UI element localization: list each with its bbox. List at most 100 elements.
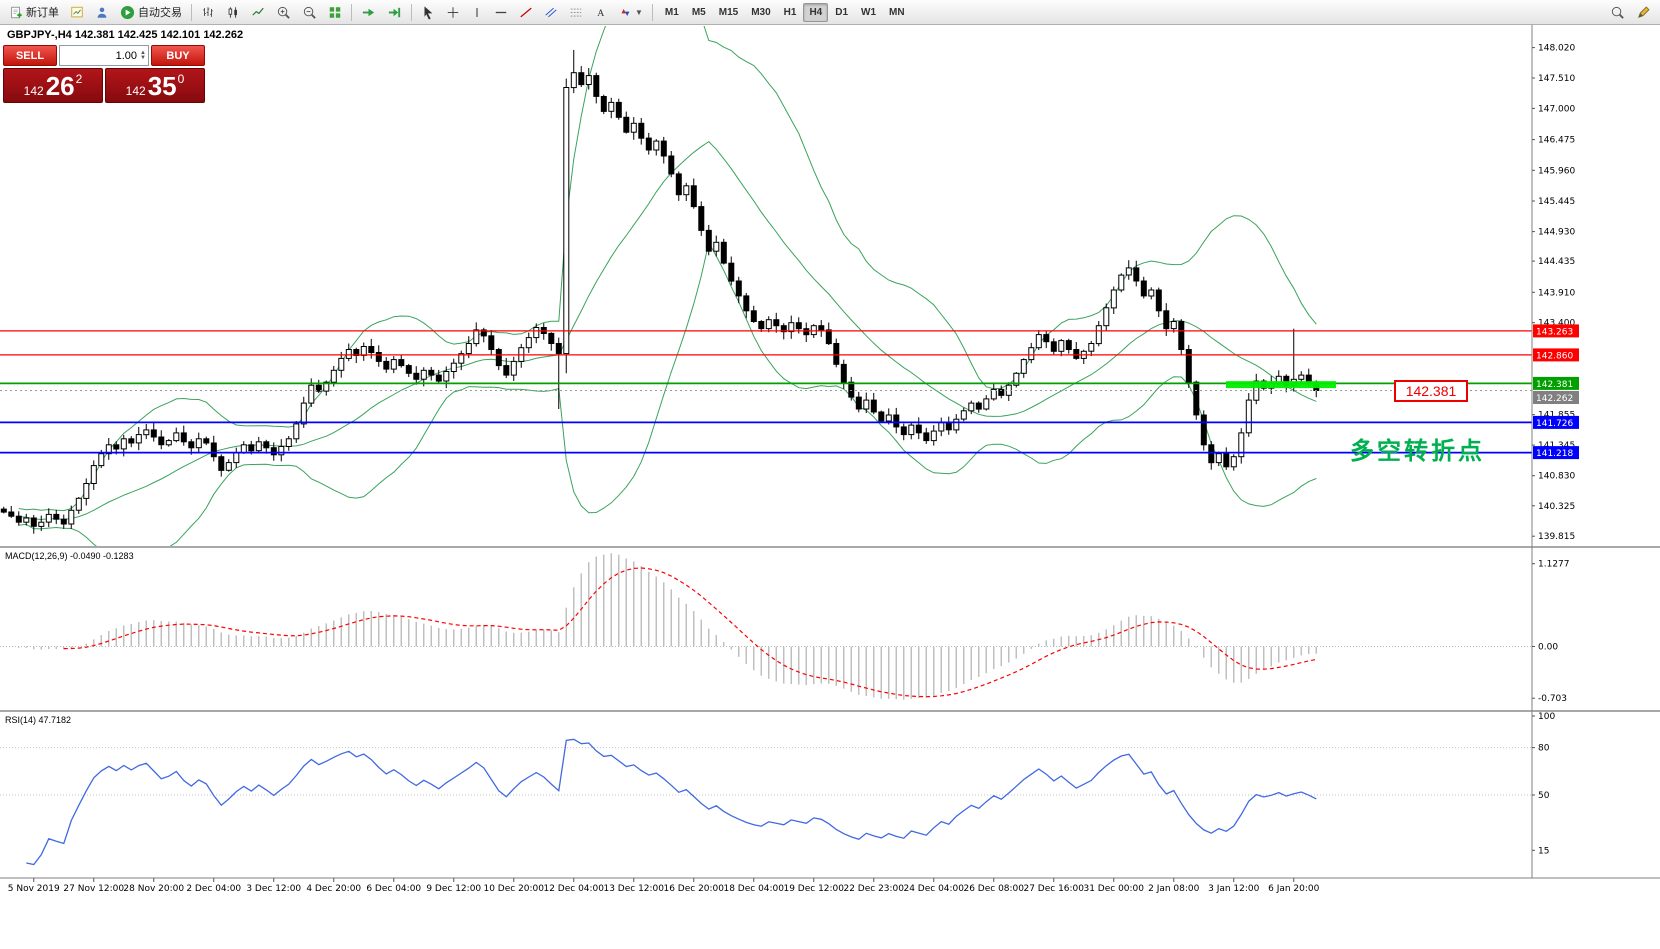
toolbar-separator [411, 3, 412, 21]
sell-price-big: 26 [45, 71, 75, 101]
panel-separator[interactable] [0, 546, 1660, 548]
timeframe-h4-button[interactable]: H4 [803, 2, 829, 22]
tile-windows-icon [329, 6, 341, 18]
price-badge-label: 143.263 [1536, 327, 1573, 337]
sell-price-button[interactable]: 142 26 2 [3, 68, 103, 103]
tile-windows-button[interactable] [323, 2, 347, 23]
buy-button[interactable]: BUY [151, 45, 205, 66]
trendline-tool-button[interactable] [514, 2, 538, 23]
timeframe-m30-button[interactable]: M30 [751, 6, 771, 18]
rsi-panel [0, 738, 1532, 866]
price-callout-text-object[interactable]: 142.381 [1394, 380, 1468, 402]
chart-shift-icon [388, 7, 401, 17]
sell-button[interactable]: SELL [3, 45, 57, 66]
time-axis-label: 5 Nov 2019 [8, 884, 60, 894]
timeframe-m15-button[interactable]: M15 [718, 6, 739, 18]
price-badge [1533, 415, 1579, 429]
bollinger-upper-band [18, 26, 1317, 512]
time-axis-label: 27 Nov 12:00 [63, 884, 124, 894]
price-badge-label: 142.381 [1536, 380, 1573, 390]
candlestick-mode-button[interactable] [221, 2, 245, 23]
fibonacci-tool-button[interactable] [564, 2, 588, 23]
volume-stepper: ▲ ▼ [140, 49, 146, 61]
price-badge [1533, 348, 1579, 362]
zoom-out-icon [303, 6, 316, 19]
time-axis-label: 19 Dec 12:00 [783, 884, 844, 894]
zoom-out-button[interactable] [297, 2, 322, 23]
volume-down-button[interactable]: ▼ [140, 54, 146, 61]
equidistant-channel-icon [545, 7, 557, 17]
rsi-axis-label: 50 [1538, 791, 1550, 801]
time-axis-label: 22 Dec 23:00 [843, 884, 904, 894]
buy-price-small: 142 [125, 84, 146, 98]
autotrading-button[interactable]: 自动交易 [115, 2, 187, 23]
timeframe-h1-button[interactable]: H1 [783, 6, 797, 18]
volume-value: 1.00 [115, 49, 138, 62]
arrows-tool-button[interactable]: ▼ [613, 2, 648, 23]
timeframe-group: M1 M5 M15 M30 H1 H4 D1 W1 MN [659, 2, 911, 22]
buy-price-button[interactable]: 142 35 0 [105, 68, 205, 103]
one-click-trading-panel: SELL 1.00 ▲ ▼ BUY 142 26 2 142 35 0 [3, 45, 205, 103]
profiles-button[interactable] [90, 2, 114, 23]
arrows-icon [621, 8, 630, 16]
toolbar-separator [351, 3, 352, 21]
volume-input[interactable]: 1.00 ▲ ▼ [59, 45, 149, 66]
price-badge [1533, 391, 1579, 404]
rsi-axis-label: 15 [1538, 846, 1549, 856]
turning-point-annotation[interactable]: 多空转折点 [1350, 438, 1485, 465]
time-axis-label: 9 Dec 12:00 [426, 884, 481, 894]
price-axis-label: 147.000 [1538, 104, 1575, 114]
macd-axis-label: 0.00 [1538, 643, 1558, 653]
price-axis-label: 143.400 [1538, 319, 1575, 329]
cursor-tool-button[interactable] [416, 2, 440, 23]
time-axis-label: 13 Dec 12:00 [603, 884, 664, 894]
price-badge [1533, 324, 1579, 338]
bar-chart-icon [203, 6, 213, 17]
timeframe-d1-button[interactable]: D1 [835, 6, 849, 18]
zoom-in-button[interactable] [271, 2, 296, 23]
crosshair-icon [447, 6, 459, 18]
search-icon [1611, 6, 1624, 19]
time-axis-label: 24 Dec 04:00 [903, 884, 964, 894]
macd-panel [0, 553, 1532, 700]
price-axis-label: 144.435 [1538, 257, 1575, 267]
horizontal-line-icon [495, 11, 507, 13]
crosshair-tool-button[interactable] [441, 2, 465, 23]
horizontal-line-tool-button[interactable] [489, 2, 513, 23]
timeframe-w1-button[interactable]: W1 [861, 6, 877, 18]
rsi-axis-label: 80 [1538, 744, 1550, 754]
main-chart-area [0, 26, 1532, 546]
bar-chart-mode-button[interactable] [196, 2, 220, 23]
text-tool-button[interactable]: A [589, 2, 612, 23]
price-badge [1533, 376, 1579, 390]
vertical-line-icon [476, 7, 478, 17]
time-axis-label: 4 Dec 20:00 [306, 884, 361, 894]
chart-shift-button[interactable] [382, 2, 407, 23]
channel-tool-button[interactable] [539, 2, 563, 23]
timeframe-m1-button[interactable]: M1 [664, 6, 679, 18]
edit-button[interactable] [1631, 2, 1656, 23]
macd-histogram [18, 553, 1317, 700]
auto-scroll-button[interactable] [356, 2, 381, 23]
profile-icon [97, 7, 107, 18]
price-axis-label: 147.510 [1538, 74, 1575, 84]
timeframe-mn-button[interactable]: MN [889, 6, 905, 18]
cursor-icon [424, 5, 433, 19]
zoom-in-icon [277, 6, 290, 19]
candlestick-icon [228, 6, 237, 18]
search-button[interactable] [1605, 2, 1630, 23]
panel-separator[interactable] [0, 710, 1660, 712]
volume-up-button[interactable]: ▲ [140, 49, 146, 56]
vertical-line-tool-button[interactable] [466, 2, 488, 23]
fibonacci-icon [570, 8, 582, 16]
macd-indicator-label: MACD(12,26,9) -0.0490 -0.1283 [5, 551, 134, 561]
timeframe-m5-button[interactable]: M5 [691, 6, 706, 18]
candles [0, 50, 1320, 534]
price-axis-label: 141.855 [1538, 411, 1575, 421]
charts-window-button[interactable] [65, 2, 89, 23]
new-order-button[interactable]: 新订单 [4, 2, 64, 23]
price-badge-label: 142.262 [1536, 394, 1573, 404]
line-chart-mode-button[interactable] [246, 2, 270, 23]
price-axis-label: 141.345 [1538, 441, 1575, 451]
